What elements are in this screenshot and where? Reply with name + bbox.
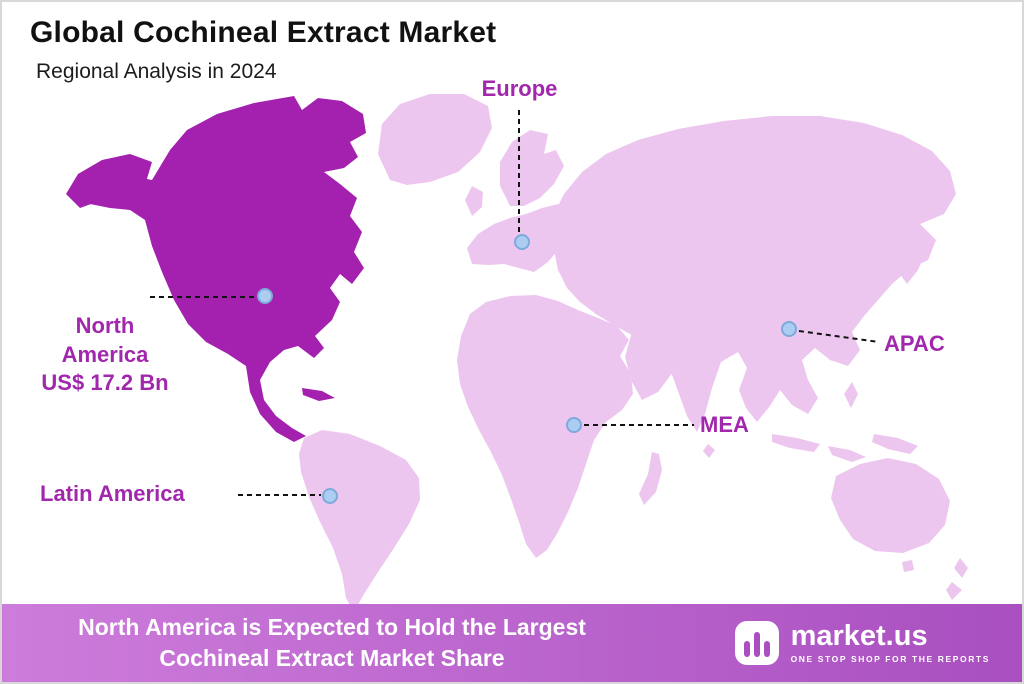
bottom-banner: North America is Expected to Hold the La… bbox=[2, 604, 1022, 682]
region-sri-lanka bbox=[703, 444, 715, 458]
continent-asia bbox=[550, 116, 956, 432]
banner-line-2: Cochineal Extract Market Share bbox=[159, 645, 505, 671]
brand-tagline: ONE STOP SHOP FOR THE REPORTS bbox=[790, 654, 990, 664]
region-label-north-america: North America US$ 17.2 Bn bbox=[30, 312, 180, 398]
region-label-latin-america: Latin America bbox=[40, 481, 185, 506]
region-value-north-america: US$ 17.2 Bn bbox=[41, 370, 169, 396]
continent-europe bbox=[467, 204, 587, 272]
continent-australia bbox=[831, 458, 950, 553]
continent-africa bbox=[457, 295, 633, 558]
brand-text-block: market.us ONE STOP SHOP FOR THE REPORTS bbox=[790, 620, 990, 665]
region-label-north-america-name: North America bbox=[61, 313, 149, 367]
region-arabia bbox=[625, 332, 679, 400]
region-iceland bbox=[442, 156, 462, 172]
region-label-europe: Europe bbox=[481, 76, 558, 101]
banner-line-1: North America is Expected to Hold the La… bbox=[78, 613, 586, 640]
region-new-zealand-north bbox=[954, 558, 968, 578]
leader-line-apac bbox=[798, 330, 880, 343]
marker-apac bbox=[781, 321, 797, 337]
brand-logo: market.us ONE STOP SHOP FOR THE REPORTS bbox=[733, 619, 990, 667]
page-subtitle: Regional Analysis in 2024 bbox=[36, 60, 277, 83]
page-title: Global Cochineal Extract Market bbox=[30, 16, 497, 49]
region-philippines bbox=[844, 382, 858, 408]
region-new-zealand-south bbox=[946, 582, 962, 600]
region-arctic-islands-highlight bbox=[300, 110, 342, 133]
region-scandinavia bbox=[500, 130, 564, 206]
marker-latin-america bbox=[322, 488, 338, 504]
bar-chart-logo-icon bbox=[734, 621, 779, 665]
banner-text: North America is Expected to Hold the La… bbox=[2, 612, 662, 674]
region-indonesia-east bbox=[828, 446, 866, 462]
continent-greenland bbox=[378, 94, 492, 185]
region-united-kingdom bbox=[465, 186, 483, 216]
marker-europe bbox=[514, 234, 530, 250]
region-label-apac: APAC bbox=[884, 331, 945, 356]
region-new-guinea bbox=[872, 434, 918, 454]
region-japan bbox=[900, 245, 925, 284]
region-madagascar bbox=[639, 452, 662, 505]
marker-mea bbox=[566, 417, 582, 433]
region-tasmania bbox=[902, 560, 914, 572]
region-cuba-highlight bbox=[302, 388, 335, 401]
marker-north-america bbox=[257, 288, 273, 304]
continent-south-america bbox=[299, 430, 420, 612]
region-alaska-highlight bbox=[66, 154, 152, 208]
region-label-mea: MEA bbox=[700, 412, 749, 437]
brand-name: market.us bbox=[790, 620, 928, 652]
